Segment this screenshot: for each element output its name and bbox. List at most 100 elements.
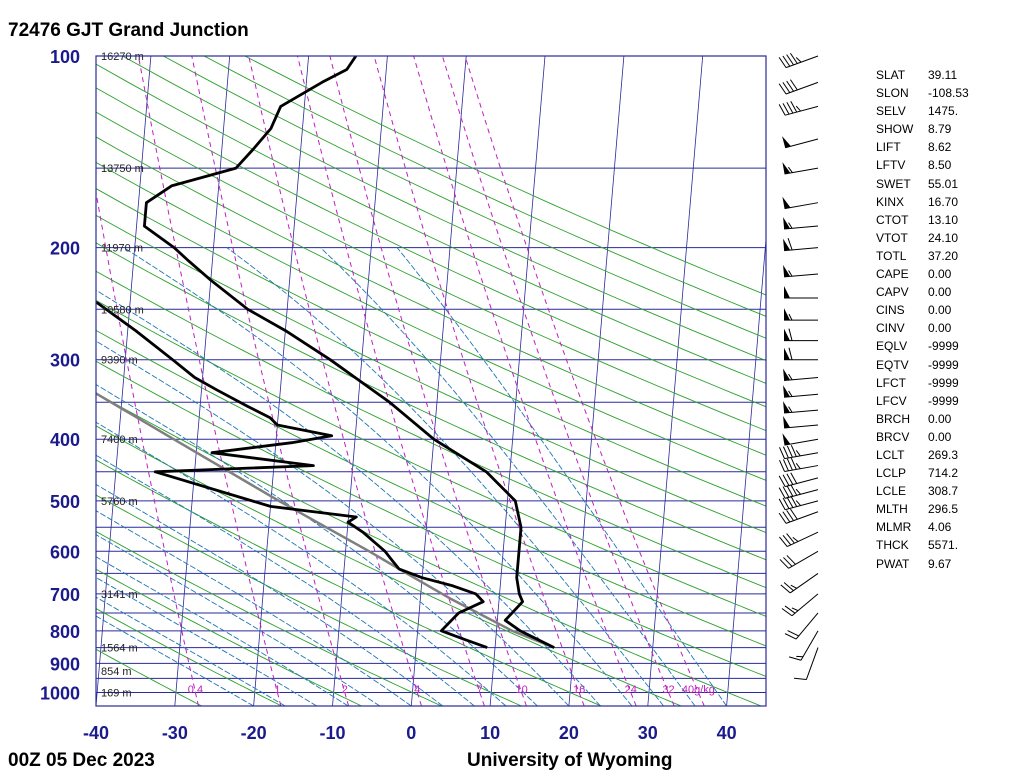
dry-adiabat-line [96, 425, 682, 706]
wind-barb-feather [779, 559, 789, 569]
wind-barb-feather [788, 390, 793, 397]
wind-barb-feather [782, 474, 790, 486]
wind-barb-feather [784, 633, 797, 640]
index-value: 5571. [928, 538, 959, 553]
index-value: 55.01 [928, 176, 959, 191]
isotherm-line [647, 56, 704, 706]
mixing-ratio-label: 0.4 [188, 684, 203, 696]
dry-adiabat-line [96, 87, 766, 408]
wind-barb-feather [780, 584, 791, 594]
index-row: EQTV -9999 [876, 356, 969, 374]
index-value: 0.00 [928, 267, 952, 282]
index-row: THCK 5571. [876, 536, 969, 554]
moist-adiabat-line [96, 577, 317, 706]
wind-barb-feather [786, 80, 794, 92]
temperature-tick-label: -20 [241, 723, 267, 743]
wind-barb [778, 79, 819, 95]
isotherm-line [253, 56, 309, 706]
height-label: 1564 m [101, 643, 138, 655]
dry-adiabat-line [96, 161, 766, 481]
dry-adiabat-line [96, 136, 766, 456]
wind-barb-feather [784, 605, 796, 614]
wind-barb-staff [784, 167, 819, 175]
wind-barb-pennant [784, 308, 790, 321]
index-value: 0.00 [928, 411, 952, 426]
dry-adiabat-line [96, 63, 766, 384]
isotherm-line [410, 56, 467, 706]
index-value: 37.20 [928, 248, 959, 263]
wind-barb [782, 136, 819, 149]
index-value: 0.00 [928, 285, 952, 300]
wind-barb [783, 401, 819, 414]
mixing-ratio-line [373, 56, 585, 706]
pressure-tick-label: 600 [50, 542, 80, 562]
moist-adiabat-line [96, 556, 349, 706]
dry-adiabat-line [96, 568, 362, 706]
index-key: CAPV [876, 285, 909, 300]
wind-barb-feather [778, 487, 786, 499]
wind-barb [778, 101, 819, 116]
height-label: 3141 m [101, 589, 138, 601]
dry-adiabat-line [163, 56, 766, 339]
isotherm-line [726, 234, 766, 706]
wind-barb-feather [788, 328, 793, 341]
isotherm-line [17, 56, 72, 706]
index-row: VTOT 24.10 [876, 229, 969, 247]
mixing-ratio-line [96, 189, 199, 706]
wind-barb [779, 531, 819, 548]
wind-barb-feather [783, 582, 794, 592]
wind-barb [779, 445, 819, 460]
dry-adiabat-line [96, 188, 766, 507]
wind-barb-feather [789, 52, 798, 64]
wind-barb-staff [784, 465, 819, 472]
height-label: 9390 m [101, 355, 138, 367]
wind-barb-feather [778, 57, 787, 68]
wind-barb-feather [786, 458, 793, 471]
index-row: LCLE 308.7 [876, 482, 969, 500]
mixing-ratio-label: 4 [414, 684, 420, 696]
wind-barb-pennant [783, 401, 791, 414]
wind-barb-feather [788, 270, 793, 277]
parcel-path-line [96, 392, 555, 649]
dry-adiabat-line [96, 494, 522, 706]
wind-barb [779, 457, 819, 472]
dry-adiabat-line [96, 648, 202, 706]
wind-barb [784, 286, 818, 299]
wind-barb-feather [782, 82, 791, 93]
index-row: TOTL 37.20 [876, 247, 969, 265]
index-value: -9999 [928, 357, 959, 372]
wind-barb [784, 612, 819, 640]
source-credit: University of Wyoming [467, 750, 673, 771]
index-value: 9.67 [928, 556, 952, 571]
wind-barb-staff [795, 612, 819, 640]
observation-time: 00Z 05 Dec 2023 [8, 750, 155, 771]
plot-frame [95, 55, 767, 707]
dry-adiabat-line [96, 329, 766, 647]
mixing-ratio-label: 10 [516, 684, 528, 696]
stability-indices-panel: SLAT 39.11 SLON -108.53 SELV 1475. SHOW 8.79 LIF… [876, 66, 969, 573]
mixing-ratio-label: 7 [477, 684, 483, 696]
index-key: EQLV [876, 339, 908, 354]
index-row: SHOW 8.79 [876, 120, 969, 138]
wind-barb-feather [779, 447, 785, 459]
temperature-tick-label: -10 [319, 723, 345, 743]
index-row: SLAT 39.11 [876, 66, 969, 84]
wind-barb-pennant [782, 196, 791, 209]
wind-barb-staff [805, 647, 819, 680]
wind-barb-pennant [782, 433, 791, 446]
wind-barb-feather [790, 445, 797, 457]
index-key: CINV [876, 321, 905, 336]
wind-barb-feather [782, 486, 790, 498]
index-key: TOTL [876, 248, 907, 263]
wind-barb [783, 416, 819, 429]
index-value: 0.00 [928, 429, 952, 444]
index-value: 8.50 [928, 158, 952, 173]
moist-adiabat-line [96, 596, 286, 706]
dry-adiabat-line [96, 242, 766, 561]
pressure-tick-label: 500 [50, 492, 80, 512]
index-key: SLON [876, 86, 909, 101]
index-row: CINS 0.00 [876, 301, 969, 319]
wind-barb [778, 495, 819, 511]
index-value: 269.3 [928, 447, 959, 462]
wind-barb-staff [791, 593, 819, 617]
